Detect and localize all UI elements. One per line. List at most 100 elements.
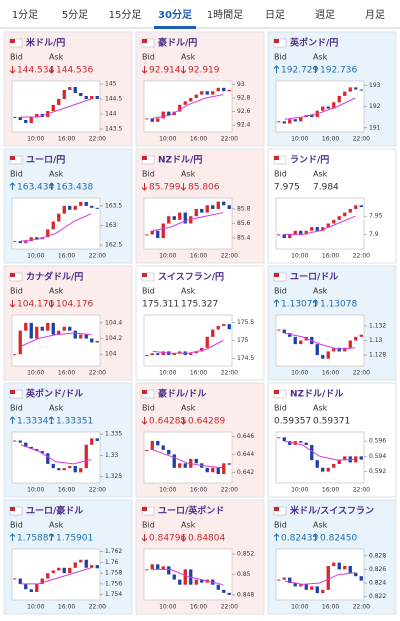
direction-arrow: [312, 299, 319, 307]
card-title[interactable]: 英ポンド/円: [289, 37, 338, 49]
flag-mark: [142, 39, 147, 43]
y-tick-label: 0.848: [237, 591, 254, 598]
y-tick-label: 191: [369, 124, 381, 131]
direction-arrow: [9, 533, 16, 541]
card-title[interactable]: カナダドル/円: [26, 271, 83, 283]
candle: [282, 329, 286, 334]
y-tick-label: 7.9: [369, 231, 379, 238]
ask-value: 0.84804: [188, 534, 225, 544]
card-title[interactable]: スイスフラン/円: [158, 272, 224, 283]
y-tick-label: 1.754: [105, 591, 122, 598]
card-title[interactable]: 英ポンド/ドル: [25, 388, 83, 400]
ask-label: Ask: [49, 170, 64, 179]
tab[interactable]: 15分足: [109, 9, 142, 21]
candle: [79, 334, 83, 339]
candle: [227, 205, 231, 209]
candle: [90, 205, 94, 208]
flag-mark: [10, 390, 15, 394]
ask-value: 0.59371: [313, 417, 350, 427]
candle: [57, 468, 61, 471]
x-tick-label: 10:00: [27, 604, 44, 611]
candle: [216, 201, 220, 209]
card-title[interactable]: NZドル/円: [158, 155, 202, 166]
x-tick-label: 10:00: [27, 253, 44, 260]
card-title[interactable]: ユーロ/ドル: [290, 272, 338, 283]
candle: [227, 592, 231, 595]
card-title[interactable]: ユーロ/豪ドル: [26, 505, 83, 517]
candle: [332, 219, 336, 224]
candle: [73, 466, 77, 473]
candle: [35, 326, 39, 339]
tab[interactable]: 週足: [315, 9, 335, 21]
candle: [205, 205, 209, 213]
x-tick-label: 16:00: [322, 370, 339, 377]
candle: [359, 205, 363, 208]
candle: [315, 460, 319, 468]
direction-arrow: [48, 416, 55, 424]
candle: [354, 205, 358, 209]
card-title[interactable]: ランド/円: [290, 155, 329, 166]
direction-arrow: [48, 66, 55, 74]
candle: [68, 326, 72, 331]
candle: [62, 90, 66, 99]
y-tick-label: 7.95: [369, 213, 383, 220]
tab[interactable]: 日足: [265, 9, 285, 21]
tab[interactable]: 1分足: [12, 9, 38, 21]
candle: [79, 559, 83, 563]
candle: [354, 336, 358, 341]
card-title[interactable]: NZドル/ドル: [290, 389, 343, 400]
card-title[interactable]: 豪ドル/ドル: [158, 388, 206, 400]
candle: [354, 456, 358, 463]
bid-value: 0.82435: [281, 534, 318, 544]
bid-label: Bid: [274, 521, 287, 530]
card-title[interactable]: 米ドル/スイスフラン: [289, 505, 374, 517]
candle: [95, 96, 99, 99]
tab[interactable]: 月足: [365, 9, 385, 21]
moving-average: [20, 444, 92, 465]
candle: [337, 216, 341, 220]
candle: [189, 216, 193, 224]
x-tick-label: 16:00: [190, 136, 207, 143]
candle: [40, 451, 44, 454]
card-title[interactable]: 米ドル/円: [25, 37, 65, 49]
ask-label: Ask: [181, 53, 196, 62]
candle: [73, 562, 77, 568]
candle: [359, 334, 363, 337]
tab[interactable]: 30分足: [158, 8, 193, 21]
direction-arrow: [141, 534, 148, 542]
y-tick-label: 193: [369, 82, 381, 89]
card-title[interactable]: ユーロ/英ポンド: [158, 505, 224, 517]
candle: [90, 96, 94, 99]
direction-arrow: [141, 417, 148, 425]
y-tick-label: 1.76: [105, 559, 119, 566]
x-tick-label: 16:00: [58, 604, 75, 611]
bid-value: 144.534: [17, 66, 54, 76]
candle: [299, 340, 303, 345]
tab[interactable]: 1時間足: [207, 9, 243, 21]
candle: [178, 579, 182, 585]
candle: [288, 441, 292, 445]
direction-arrow: [9, 182, 16, 190]
direction-arrow: [180, 66, 187, 74]
x-tick-label: 22:00: [89, 136, 106, 143]
candle: [200, 347, 204, 352]
candle: [282, 577, 286, 580]
x-tick-label: 10:00: [27, 487, 44, 494]
bid-value: 1.13075: [281, 300, 318, 310]
ask-label: Ask: [313, 53, 328, 62]
candle: [178, 351, 182, 354]
tab[interactable]: 5分足: [62, 9, 88, 21]
candle: [46, 453, 50, 464]
direction-arrow: [312, 533, 319, 541]
direction-arrow: [9, 300, 16, 308]
ask-value: 0.64289: [188, 417, 225, 427]
card-title[interactable]: ユーロ/円: [26, 155, 65, 166]
x-tick-label: 22:00: [89, 487, 106, 494]
candle: [51, 322, 55, 335]
chart-area: [11, 314, 101, 367]
card-title[interactable]: 豪ドル/円: [158, 37, 197, 49]
candle: [348, 340, 352, 348]
chart-area: [11, 548, 101, 601]
bid-label: Bid: [10, 53, 23, 62]
x-tick-label: 22:00: [221, 487, 238, 494]
